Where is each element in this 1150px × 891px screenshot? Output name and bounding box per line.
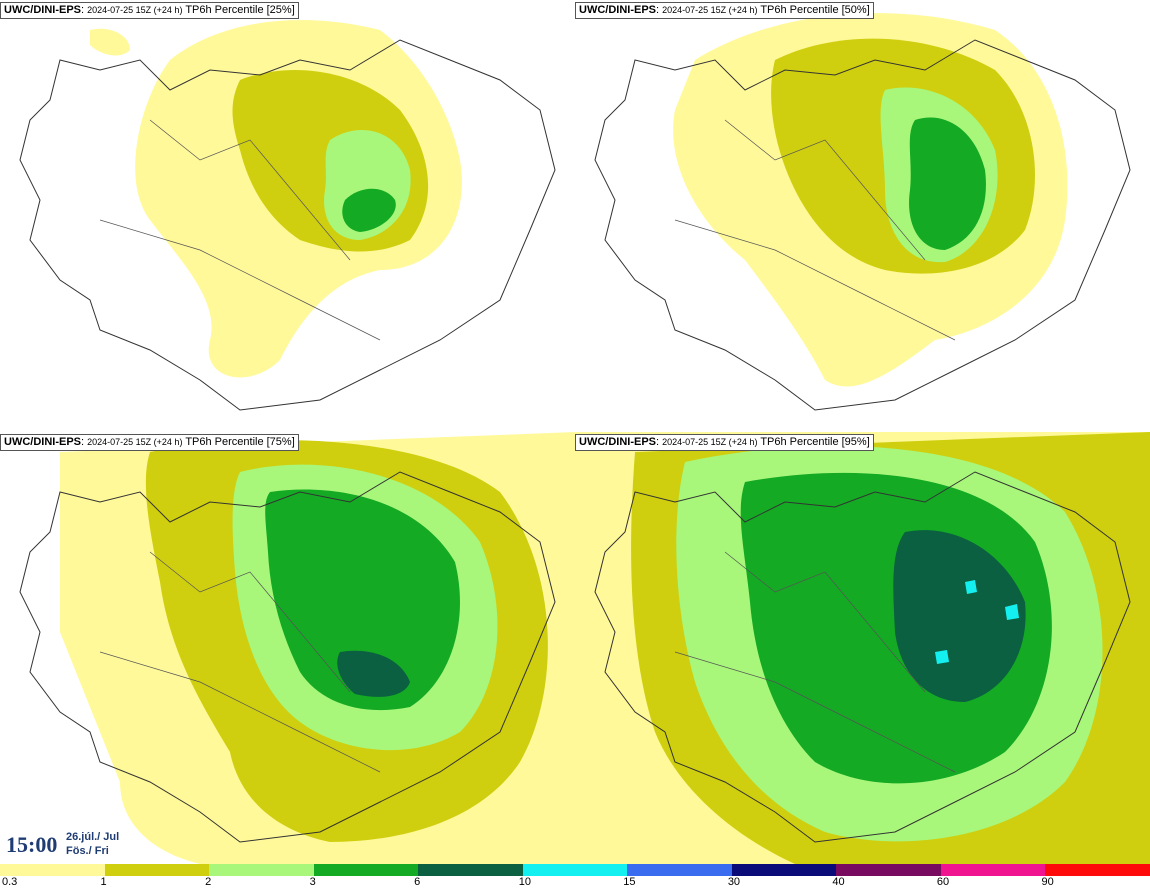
panel-title: UWC/DINI-EPS: 2024-07-25 15Z (+24 h) TP6… — [0, 2, 299, 19]
model-name: UWC/DINI-EPS — [579, 4, 656, 16]
map-panel-95: UWC/DINI-EPS: 2024-07-25 15Z (+24 h) TP6… — [575, 432, 1150, 864]
colorbar-tick: 6 — [414, 876, 421, 888]
colorbar-swatch — [209, 864, 314, 876]
coastline — [594, 39, 1131, 411]
colorbar-tick: 2 — [205, 876, 212, 888]
colorbar-tick: 40 — [832, 876, 845, 888]
roads — [674, 119, 956, 341]
colorbar-swatch — [836, 864, 941, 876]
panel-title: UWC/DINI-EPS: 2024-07-25 15Z (+24 h) TP6… — [0, 434, 299, 451]
colorbar-swatch — [418, 864, 523, 876]
colorbar-swatch — [627, 864, 732, 876]
coastline — [19, 471, 556, 843]
colorbar-tick: 3 — [309, 876, 316, 888]
colorbar-swatch — [1045, 864, 1150, 876]
colorbar-tick: 10 — [518, 876, 531, 888]
model-name: UWC/DINI-EPS — [4, 436, 81, 448]
colorbar — [0, 864, 1150, 876]
run-time: 2024-07-25 15Z (+24 h) — [662, 437, 758, 447]
roads — [99, 119, 381, 341]
field-label: TP6h Percentile [25%] — [185, 4, 295, 16]
date-line-2: Fös./ Fri — [66, 845, 109, 857]
colorbar-tick: 30 — [727, 876, 741, 888]
colorbar-swatch — [0, 864, 105, 876]
roads — [674, 551, 956, 773]
field-label: TP6h Percentile [75%] — [185, 436, 295, 448]
coastline — [594, 471, 1131, 843]
map-panel-50: UWC/DINI-EPS: 2024-07-25 15Z (+24 h) TP6… — [575, 0, 1150, 432]
colorbar-tick: 0.3 — [2, 876, 18, 888]
date-line-1: 26.júl./ Jul — [66, 831, 120, 843]
run-time: 2024-07-25 15Z (+24 h) — [87, 5, 183, 15]
precip-field-50 — [673, 13, 1068, 387]
precip-field-25 — [90, 20, 462, 378]
colorbar-swatch — [313, 864, 419, 876]
colorbar-swatch — [104, 864, 210, 876]
panel-title: UWC/DINI-EPS: 2024-07-25 15Z (+24 h) TP6… — [575, 434, 874, 451]
map-95 — [575, 432, 1150, 864]
precip-field-75 — [60, 432, 575, 864]
valid-date: 26.júl./ Jul Fös./ Fri — [66, 830, 119, 858]
roads — [99, 551, 381, 773]
map-25 — [19, 20, 556, 411]
model-name: UWC/DINI-EPS — [4, 4, 81, 16]
colorbar-tick: 60 — [936, 876, 950, 888]
colorbar-swatch — [522, 864, 628, 876]
map-75 — [19, 432, 575, 864]
valid-time: 15:00 — [6, 832, 58, 857]
model-name: UWC/DINI-EPS — [579, 436, 656, 448]
valid-time-box: 15:00 26.júl./ Jul Fös./ Fri — [0, 826, 126, 862]
map-panel-25: UWC/DINI-EPS: 2024-07-25 15Z (+24 h) TP6… — [0, 0, 575, 432]
run-time: 2024-07-25 15Z (+24 h) — [87, 437, 183, 447]
colorbar-swatch — [731, 864, 837, 876]
colorbar-tick: 1 — [100, 876, 107, 888]
coastline — [19, 39, 556, 411]
field-label: TP6h Percentile [50%] — [760, 4, 870, 16]
run-time: 2024-07-25 15Z (+24 h) — [662, 5, 758, 15]
field-label: TP6h Percentile [95%] — [760, 436, 870, 448]
colorbar-swatch — [940, 864, 1046, 876]
map-panel-75: UWC/DINI-EPS: 2024-07-25 15Z (+24 h) TP6… — [0, 432, 575, 864]
map-50 — [594, 13, 1131, 411]
colorbar-tick: 90 — [1041, 876, 1054, 888]
panel-title: UWC/DINI-EPS: 2024-07-25 15Z (+24 h) TP6… — [575, 2, 874, 19]
colorbar-tick: 15 — [623, 876, 636, 888]
